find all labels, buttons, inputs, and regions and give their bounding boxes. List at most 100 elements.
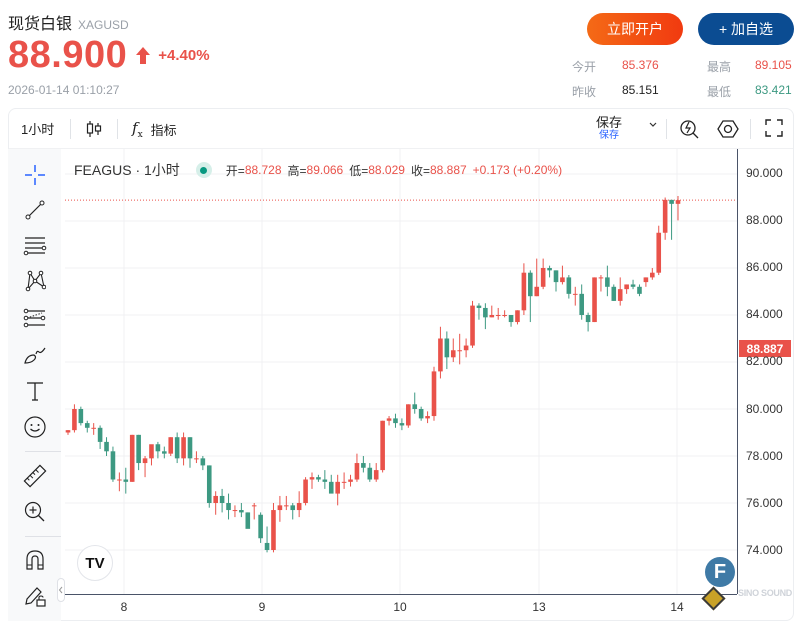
legend-change: +0.173 (+0.20%) (472, 163, 563, 177)
collapse-toolbar-handle[interactable] (57, 578, 65, 602)
legend-high-key: 高= (287, 163, 307, 178)
high-label: 最高 (707, 60, 732, 74)
prev-close-value: 85.151 (622, 83, 659, 97)
x-tick-label: 13 (532, 600, 546, 614)
gear-icon (717, 120, 739, 138)
indicators-button[interactable]: fx 指标 (132, 119, 177, 140)
trend-line-tool[interactable] (22, 197, 48, 223)
interval-selector[interactable]: 1小时 (21, 122, 55, 137)
smiley-icon (24, 416, 46, 438)
pencil-lock-icon (25, 587, 46, 607)
toolbar-divider (117, 119, 118, 139)
save-button[interactable]: 保存 保存 (596, 115, 622, 141)
legend-close-key: 收= (410, 163, 430, 178)
save-dropdown[interactable] (648, 121, 658, 129)
open-value: 85.376 (622, 58, 659, 72)
low-label: 最低 (707, 85, 732, 99)
text-tool[interactable] (22, 378, 48, 404)
open-label: 今开 (572, 60, 597, 74)
zoom-in-icon (24, 501, 45, 522)
last-price: 88.900 (8, 34, 128, 76)
trend-line-icon (25, 200, 45, 220)
toolbar-divider (70, 119, 71, 139)
y-tick-label: 84.000 (746, 307, 783, 321)
drawing-toolbar (8, 149, 61, 621)
open-account-button[interactable]: 立即开户 (587, 13, 683, 45)
save-label: 保存 (596, 115, 623, 130)
legend-high-value: 89.066 (306, 163, 344, 177)
lock-drawings-tool[interactable] (22, 583, 48, 609)
parallel-lines-icon (23, 237, 47, 256)
ohlc-legend: FEAGUS · 1小时 开= 88.728 高= 89.066 低= 88.0… (74, 160, 568, 180)
fullscreen-button[interactable] (765, 119, 783, 137)
quick-search-button[interactable] (679, 118, 701, 140)
legend-close-value: 88.887 (429, 163, 467, 177)
emoji-tool[interactable] (22, 414, 48, 440)
instrument-title: 现货白银 (8, 16, 73, 33)
fx-icon: fx (132, 119, 143, 140)
price-chart[interactable] (65, 149, 737, 594)
time-axis[interactable]: 8 9 10 13 14 (65, 594, 737, 620)
y-tick-label: 88.000 (746, 213, 783, 227)
pattern-tool[interactable] (22, 268, 48, 294)
measure-tool[interactable] (22, 463, 48, 489)
magnet-icon (26, 550, 44, 570)
crosshair-icon (25, 165, 45, 185)
y-tick-label: 74.000 (746, 543, 783, 557)
quote-header: 现货白银 XAGUSD 88.900 +4.40% 2026-01-14 01:… (0, 0, 801, 108)
chevron-down-icon (649, 122, 657, 127)
magnet-tool[interactable] (22, 547, 48, 573)
x-tick-label: 14 (670, 600, 684, 614)
text-icon (27, 382, 43, 401)
quote-timestamp: 2026-01-14 01:10:27 (8, 83, 120, 97)
settings-button[interactable] (717, 118, 739, 140)
candlestick-icon (86, 121, 102, 137)
chart-toolbar: 1小时 fx 指标 保存 保存 (9, 109, 793, 149)
x-tick-label: 10 (393, 600, 407, 614)
legend-low-value: 88.029 (368, 163, 405, 177)
fib-tool[interactable] (22, 305, 48, 331)
brush-icon (24, 347, 46, 364)
low-value: 83.421 (755, 83, 792, 97)
fullscreen-icon (765, 119, 783, 137)
current-price-tag: 88.887 (739, 340, 791, 357)
chart-type-button[interactable] (86, 120, 102, 138)
prev-close-label: 昨收 (572, 85, 597, 99)
legend-low-key: 低= (349, 163, 369, 178)
legend-symbol: FEAGUS · 1小时 (74, 162, 180, 178)
indicators-label: 指标 (150, 123, 177, 138)
chevron-left-icon (58, 586, 63, 594)
high-value: 89.105 (755, 58, 792, 72)
save-sublabel: 保存 (599, 130, 619, 141)
y-tick-label: 80.000 (746, 402, 783, 416)
publisher-badge: F (705, 557, 735, 587)
change-percent: +4.40% (158, 47, 210, 64)
toolbar-divider (666, 119, 667, 139)
watermark-text: SINO SOUND (738, 588, 793, 598)
brush-tool[interactable] (22, 342, 48, 368)
xabcd-pattern-icon (25, 270, 46, 292)
toolbar-divider (750, 119, 751, 139)
chart-panel: 1小时 fx 指标 保存 保存 (8, 108, 794, 621)
status-dot-icon (200, 166, 208, 174)
y-tick-label: 90.000 (746, 166, 783, 180)
fibonacci-icon (23, 308, 46, 328)
tradingview-logo[interactable]: TV (77, 545, 113, 581)
y-tick-label: 78.000 (746, 449, 783, 463)
y-tick-label: 82.000 (746, 354, 783, 368)
x-tick-label: 9 (258, 600, 266, 614)
candlestick-chart (65, 149, 737, 594)
x-tick-label: 8 (120, 600, 128, 614)
add-watchlist-button[interactable]: + 加自选 (698, 13, 794, 45)
lightning-search-icon (680, 120, 699, 139)
market-status-indicator (195, 162, 212, 178)
price-axis[interactable]: 90.000 88.887 88.000 86.000 84.000 82.00… (737, 149, 793, 594)
y-tick-label: 76.000 (746, 496, 783, 510)
zoom-in-tool[interactable] (22, 499, 48, 525)
crosshair-tool[interactable] (22, 162, 48, 188)
y-tick-label: 86.000 (746, 260, 783, 274)
horizontal-lines-tool[interactable] (22, 233, 48, 259)
up-arrow-icon (136, 46, 151, 65)
legend-open-value: 88.728 (244, 163, 282, 177)
instrument-symbol: XAGUSD (78, 18, 129, 32)
